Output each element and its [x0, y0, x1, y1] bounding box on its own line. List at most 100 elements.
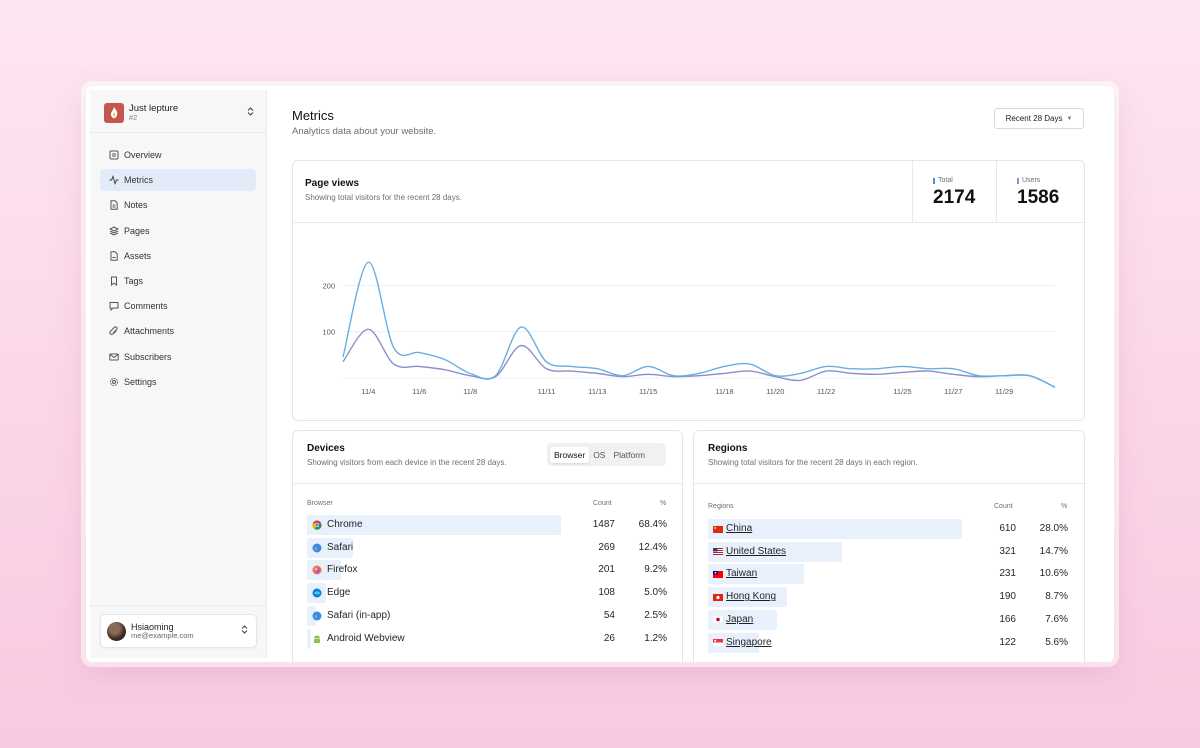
sidebar-item-settings[interactable]: Settings [100, 371, 256, 393]
table-row[interactable]: Hong Kong 190 8.7% [708, 587, 1068, 608]
x-tick-label: 11/20 [766, 387, 784, 396]
region-link[interactable]: Singapore [726, 636, 772, 648]
activity-icon [108, 175, 119, 186]
tab-os[interactable]: OS [593, 449, 606, 460]
row-percent: 2.5% [644, 609, 667, 621]
edge-icon [312, 588, 322, 598]
site-logo-icon [104, 103, 124, 123]
row-count: 1487 [592, 519, 615, 530]
sidebar-nav: Overview Metrics Notes Pages Assets Tags [100, 144, 256, 396]
sidebar-item-metrics[interactable]: Metrics [100, 169, 256, 192]
table-row[interactable]: Japan 166 7.6% [708, 609, 1068, 630]
page-views-title: Page views [305, 178, 359, 189]
site-name: Just lepture [129, 102, 179, 114]
mail-icon [108, 351, 119, 362]
sidebar-item-attachments[interactable]: Attachments [100, 320, 256, 342]
row-percent: 1.2% [644, 632, 667, 644]
table-row[interactable]: Singapore 122 5.6% [708, 632, 1068, 653]
users-legend-icon [1017, 177, 1019, 184]
user-email: me@example.com [131, 630, 194, 640]
tab-browser[interactable]: Browser [550, 446, 590, 463]
user-menu[interactable]: Hsiaoming me@example.com [100, 614, 257, 648]
table-row[interactable]: Safari 269 12.4% [307, 537, 667, 558]
user-name: Hsiaoming [131, 621, 174, 632]
row-label: Safari [327, 541, 354, 553]
row-percent: 12.4% [638, 541, 667, 553]
total-stat[interactable]: Total 2174 [912, 161, 997, 222]
table-row[interactable]: United States 321 14.7% [708, 541, 1068, 562]
sidebar-item-assets[interactable]: Assets [100, 245, 256, 267]
col-percent: % [660, 500, 667, 507]
row-label: Chrome [327, 519, 363, 530]
chrome-icon [312, 520, 322, 530]
safari-icon [312, 611, 322, 621]
row-percent: 10.6% [1039, 568, 1068, 580]
chevron-down-icon: ▼ [1066, 115, 1073, 122]
sidebar-item-label: Subscribers [124, 351, 172, 362]
site-id: #2 [129, 113, 138, 123]
share-bar [307, 537, 353, 558]
sidebar: Just lepture #2 Overview Metrics Notes [90, 90, 267, 658]
share-bar [708, 541, 842, 562]
comment-icon [108, 301, 119, 312]
sidebar-item-label: Metrics [124, 175, 153, 186]
table-row[interactable]: Firefox 201 9.2% [307, 560, 667, 581]
row-count: 190 [999, 591, 1016, 603]
jp-flag-icon [713, 615, 723, 625]
main-content: Metrics Analytics data about your websit… [267, 90, 1110, 662]
table-divider [293, 483, 682, 484]
share-bar [708, 564, 805, 585]
col-regions: Regions [708, 503, 734, 510]
date-range-select[interactable]: Recent 28 Days ▼ [994, 108, 1084, 129]
sidebar-item-pages[interactable]: Pages [100, 220, 256, 242]
users-stat[interactable]: Users 1586 [996, 161, 1085, 222]
table-row[interactable]: China 610 28.0% [708, 519, 1068, 539]
sidebar-item-subscribers[interactable]: Subscribers [100, 346, 256, 368]
row-count: 26 [603, 632, 615, 644]
x-tick-label: 11/11 [538, 387, 556, 396]
sidebar-item-label: Overview [124, 150, 162, 160]
share-bar [708, 609, 778, 630]
region-link[interactable]: Japan [726, 613, 754, 625]
region-link[interactable]: China [726, 523, 753, 534]
row-percent: 5.0% [644, 587, 667, 599]
series-line-total [342, 261, 1056, 388]
sidebar-item-label: Tags [124, 275, 144, 286]
sidebar-item-comments[interactable]: Comments [100, 295, 256, 317]
table-row[interactable]: Edge 108 5.0% [307, 583, 667, 604]
x-tick-label: 11/25 [893, 387, 911, 396]
col-browser: Browser [307, 500, 333, 507]
app-window: Just lepture #2 Overview Metrics Notes [86, 86, 1114, 662]
page-views-chart: 100 200 11/4 11/6 11/8 11/11 11/13 11/15 11/18 11… [322, 261, 1056, 396]
sg-flag-icon [713, 638, 723, 648]
region-link[interactable]: Hong Kong [726, 591, 777, 603]
col-percent: % [1061, 503, 1068, 510]
row-percent: 9.2% [644, 564, 667, 576]
gear-icon [108, 376, 119, 387]
sidebar-item-notes[interactable]: Notes [100, 194, 256, 216]
region-link[interactable]: United States [726, 545, 787, 557]
sidebar-item-tags[interactable]: Tags [100, 270, 256, 292]
share-bar [307, 628, 312, 649]
share-bar [307, 560, 342, 581]
share-bar [708, 519, 962, 539]
y-tick-label: 200 [322, 281, 335, 290]
hk-flag-icon [713, 592, 723, 602]
chevron-up-down-icon [247, 107, 254, 118]
row-count: 108 [598, 587, 615, 599]
sidebar-item-label: Notes [124, 200, 148, 211]
x-tick-label: 11/18 [715, 387, 733, 396]
region-link[interactable]: Taiwan [726, 568, 758, 580]
table-row[interactable]: Android Webview 26 1.2% [307, 628, 667, 649]
share-bar [708, 632, 759, 653]
users-value: 1586 [1017, 187, 1060, 208]
table-row[interactable]: Taiwan 231 10.6% [708, 564, 1068, 585]
site-switcher[interactable]: Just lepture #2 [104, 100, 254, 126]
x-tick-label: 11/6 [412, 387, 426, 396]
row-count: 201 [598, 564, 615, 576]
sidebar-item-overview[interactable]: Overview [100, 144, 256, 166]
y-tick-label: 100 [322, 328, 335, 337]
table-row[interactable]: Chrome 1487 68.4% [307, 515, 667, 535]
tab-platform[interactable]: Platform [613, 449, 646, 460]
table-row[interactable]: Safari (in-app) 54 2.5% [307, 605, 667, 626]
